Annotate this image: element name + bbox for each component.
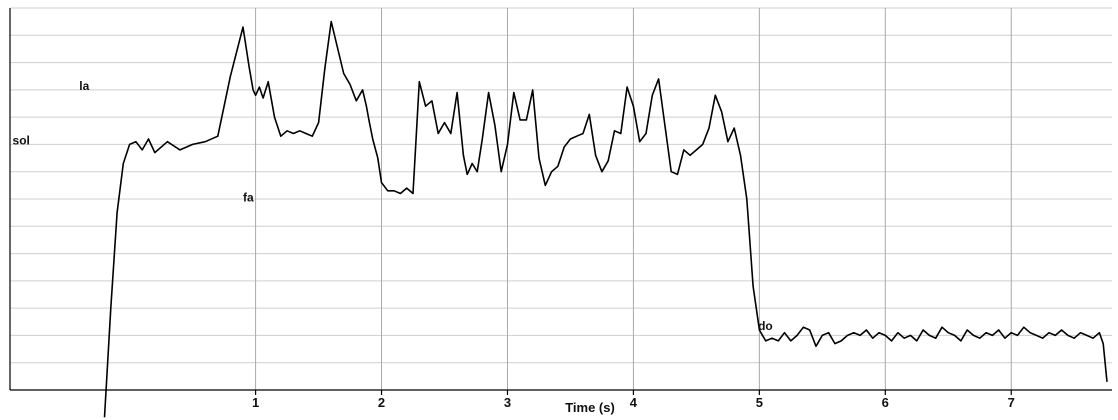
x-tick-label: 3 [504, 395, 511, 410]
x-tick-label: 1 [252, 395, 259, 410]
x-tick-labels: 1 2 3 4 5 6 7 [252, 390, 1015, 410]
x-tick-label: 2 [378, 395, 385, 410]
annotations: la sol fa do [13, 79, 773, 333]
series [103, 20, 1108, 418]
grid [10, 7, 1112, 391]
x-tick-label: 7 [1008, 395, 1015, 410]
annotation-label: do [758, 319, 773, 333]
x-tick-label: 5 [756, 395, 763, 410]
x-axis-title: Time (s) [565, 400, 615, 415]
x-tick-label: 4 [630, 395, 638, 410]
annotation-label: sol [13, 133, 30, 147]
annotation-label: fa [243, 191, 254, 205]
pitch-contour-line [103, 20, 1108, 418]
annotation-label: la [79, 79, 89, 93]
axes [9, 8, 1112, 391]
x-tick-label: 6 [882, 395, 889, 410]
